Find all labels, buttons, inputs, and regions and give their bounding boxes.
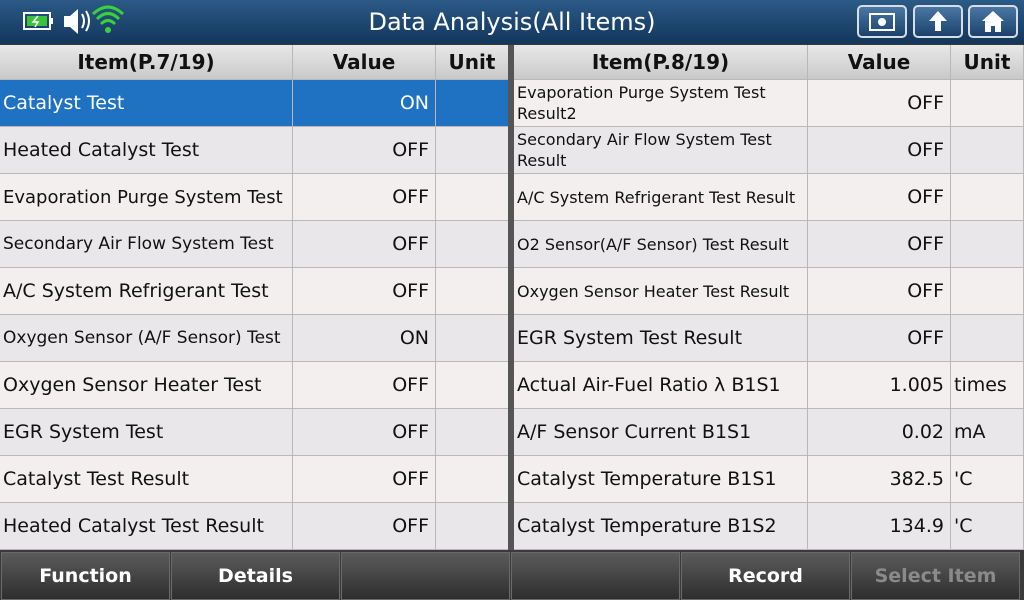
item-unit[interactable]: mA [951, 409, 1024, 456]
column-header: Unit [436, 45, 509, 80]
screenshot-button[interactable] [857, 5, 907, 38]
title: Data Analysis(All Items) [368, 8, 656, 36]
title-bar: Data Analysis(All Items) [0, 0, 1024, 44]
item-value[interactable]: 1.005 [808, 362, 951, 409]
item-name[interactable]: Secondary Air Flow System Test Result [514, 127, 808, 174]
item-value[interactable]: OFF [293, 409, 436, 456]
item-name[interactable]: Catalyst Temperature B1S2 [514, 503, 808, 550]
item-value[interactable]: OFF [808, 174, 951, 221]
home-button[interactable] [968, 5, 1018, 38]
item-unit[interactable] [951, 174, 1024, 221]
item-value[interactable]: OFF [808, 80, 951, 127]
item-unit[interactable] [436, 221, 509, 268]
item-value[interactable]: OFF [293, 503, 436, 550]
item-unit[interactable] [436, 362, 509, 409]
item-value[interactable]: OFF [293, 362, 436, 409]
item-unit[interactable] [436, 174, 509, 221]
item-name[interactable]: O2 Sensor(A/F Sensor) Test Result [514, 221, 808, 268]
footer-button: Select Item [851, 552, 1020, 600]
item-unit[interactable] [951, 221, 1024, 268]
footer-button[interactable]: Record [681, 552, 850, 600]
item-unit[interactable] [436, 315, 509, 362]
item-value[interactable]: 0.02 [808, 409, 951, 456]
item-name[interactable]: Secondary Air Flow System Test [0, 221, 293, 268]
column-header: Item(P.8/19) [514, 45, 808, 80]
footer-button [511, 552, 680, 600]
item-value[interactable]: OFF [808, 268, 951, 315]
item-unit[interactable] [436, 409, 509, 456]
item-unit[interactable]: 'C [951, 456, 1024, 503]
item-unit[interactable] [951, 80, 1024, 127]
item-value[interactable]: OFF [293, 127, 436, 174]
item-unit[interactable] [436, 503, 509, 550]
item-name[interactable]: Oxygen Sensor Heater Test [0, 362, 293, 409]
item-name[interactable]: Oxygen Sensor (A/F Sensor) Test [0, 315, 293, 362]
item-name[interactable]: A/C System Refrigerant Test Result [514, 174, 808, 221]
item-value[interactable]: OFF [808, 127, 951, 174]
item-unit[interactable] [951, 127, 1024, 174]
item-value[interactable]: ON [293, 315, 436, 362]
footer-button[interactable]: Details [171, 552, 340, 600]
item-value[interactable]: OFF [808, 315, 951, 362]
item-name[interactable]: Actual Air-Fuel Ratio λ B1S1 [514, 362, 808, 409]
column-header: Item(P.7/19) [0, 45, 293, 80]
footer-button[interactable]: Function [1, 552, 170, 600]
item-unit[interactable] [436, 80, 509, 127]
item-name[interactable]: EGR System Test Result [514, 315, 808, 362]
item-unit[interactable] [436, 127, 509, 174]
column-header: Value [293, 45, 436, 80]
item-unit[interactable] [951, 315, 1024, 362]
item-value[interactable]: OFF [293, 268, 436, 315]
item-value[interactable]: 382.5 [808, 456, 951, 503]
item-unit[interactable]: times [951, 362, 1024, 409]
divider [508, 45, 514, 550]
item-unit[interactable]: 'C [951, 503, 1024, 550]
item-name[interactable]: Catalyst Test Result [0, 456, 293, 503]
item-value[interactable]: OFF [293, 456, 436, 503]
up-button[interactable] [913, 5, 963, 38]
item-name[interactable]: Heated Catalyst Test [0, 127, 293, 174]
item-value[interactable]: OFF [293, 221, 436, 268]
item-name[interactable]: EGR System Test [0, 409, 293, 456]
item-name[interactable]: Heated Catalyst Test Result [0, 503, 293, 550]
status-icons [23, 5, 125, 34]
item-value[interactable]: OFF [293, 174, 436, 221]
item-name[interactable]: A/C System Refrigerant Test [0, 268, 293, 315]
item-unit[interactable] [951, 268, 1024, 315]
item-name[interactable]: Catalyst Temperature B1S1 [514, 456, 808, 503]
item-name[interactable]: Evaporation Purge System Test Result2 [514, 80, 808, 127]
item-name[interactable]: Evaporation Purge System Test [0, 174, 293, 221]
footer-button [341, 552, 510, 600]
column-header: Unit [951, 45, 1024, 80]
item-unit[interactable] [436, 268, 509, 315]
item-name[interactable]: Catalyst Test [0, 80, 293, 127]
item-value[interactable]: 134.9 [808, 503, 951, 550]
column-header: Value [808, 45, 951, 80]
item-value[interactable]: ON [293, 80, 436, 127]
item-name[interactable]: Oxygen Sensor Heater Test Result [514, 268, 808, 315]
item-unit[interactable] [436, 456, 509, 503]
item-name[interactable]: A/F Sensor Current B1S1 [514, 409, 808, 456]
item-value[interactable]: OFF [808, 221, 951, 268]
